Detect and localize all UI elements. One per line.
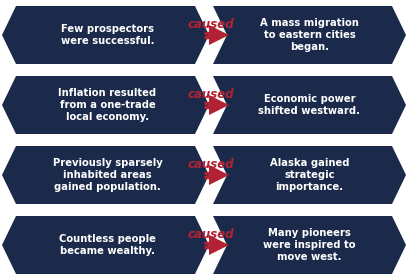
Polygon shape	[213, 6, 406, 64]
Text: Many pioneers
were inspired to
move west.: Many pioneers were inspired to move west…	[263, 228, 356, 262]
Polygon shape	[209, 165, 229, 185]
Text: Economic power
shifted westward.: Economic power shifted westward.	[259, 94, 361, 116]
Text: Few prospectors
were successful.: Few prospectors were successful.	[61, 24, 154, 46]
Polygon shape	[209, 95, 229, 115]
Text: Countless people
became wealthy.: Countless people became wealthy.	[59, 234, 156, 256]
Polygon shape	[2, 6, 209, 64]
Text: caused: caused	[188, 17, 234, 31]
Polygon shape	[213, 76, 406, 134]
Polygon shape	[2, 146, 209, 204]
Text: caused: caused	[188, 157, 234, 171]
Text: Inflation resulted
from a one-trade
local economy.: Inflation resulted from a one-trade loca…	[58, 88, 157, 122]
Text: caused: caused	[188, 87, 234, 101]
Polygon shape	[2, 216, 209, 274]
Polygon shape	[209, 25, 229, 45]
Text: Alaska gained
strategic
importance.: Alaska gained strategic importance.	[270, 158, 349, 192]
Polygon shape	[2, 76, 209, 134]
Polygon shape	[209, 235, 229, 255]
Text: A mass migration
to eastern cities
began.: A mass migration to eastern cities began…	[260, 18, 359, 52]
Text: Previously sparsely
inhabited areas
gained population.: Previously sparsely inhabited areas gain…	[53, 158, 162, 192]
Polygon shape	[213, 146, 406, 204]
Polygon shape	[213, 216, 406, 274]
Text: caused: caused	[188, 227, 234, 241]
